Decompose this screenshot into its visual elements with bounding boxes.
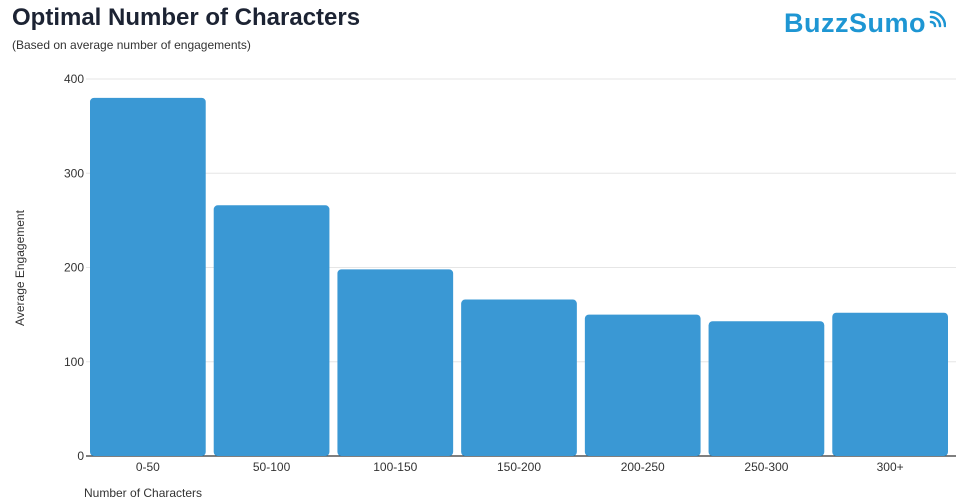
x-tick-label: 100-150 xyxy=(373,460,417,474)
x-tick-label: 150-200 xyxy=(497,460,541,474)
chart-title: Optimal Number of Characters xyxy=(12,4,361,31)
y-tick-label: 200 xyxy=(64,261,84,275)
bar-250-300 xyxy=(708,321,825,456)
signal-icon xyxy=(929,10,946,28)
x-tick-label: 0-50 xyxy=(136,460,160,474)
y-tick-label: 400 xyxy=(64,72,84,86)
y-tick-label: 100 xyxy=(64,355,84,369)
bars xyxy=(90,97,948,456)
bar-100-150 xyxy=(337,269,454,456)
y-axis-label: Average Engagement xyxy=(13,210,27,326)
x-tick-label: 250-300 xyxy=(744,460,788,474)
buzzsumo-logo: BuzzSumo xyxy=(784,10,946,37)
x-tick-label: 50-100 xyxy=(253,460,291,474)
chart-subtitle: (Based on average number of engagements) xyxy=(12,38,251,52)
bar-200-250 xyxy=(584,314,701,456)
bar-0-50 xyxy=(90,97,206,456)
bar-50-100 xyxy=(213,205,330,456)
x-tick-label: 300+ xyxy=(877,460,904,474)
bar-300+ xyxy=(832,312,948,456)
y-tick-labels: 0 100 200 300 400 xyxy=(64,72,84,463)
x-tick-label: 200-250 xyxy=(621,460,665,474)
logo-text: BuzzSumo xyxy=(784,8,926,38)
y-tick-label: 300 xyxy=(64,166,84,180)
x-tick-labels: 0-50 50-100 100-150 150-200 200-250 250-300 30… xyxy=(136,460,904,474)
y-tick-label: 0 xyxy=(77,449,84,463)
x-axis-label: Number of Characters xyxy=(84,486,203,500)
bar-150-200 xyxy=(461,299,577,456)
